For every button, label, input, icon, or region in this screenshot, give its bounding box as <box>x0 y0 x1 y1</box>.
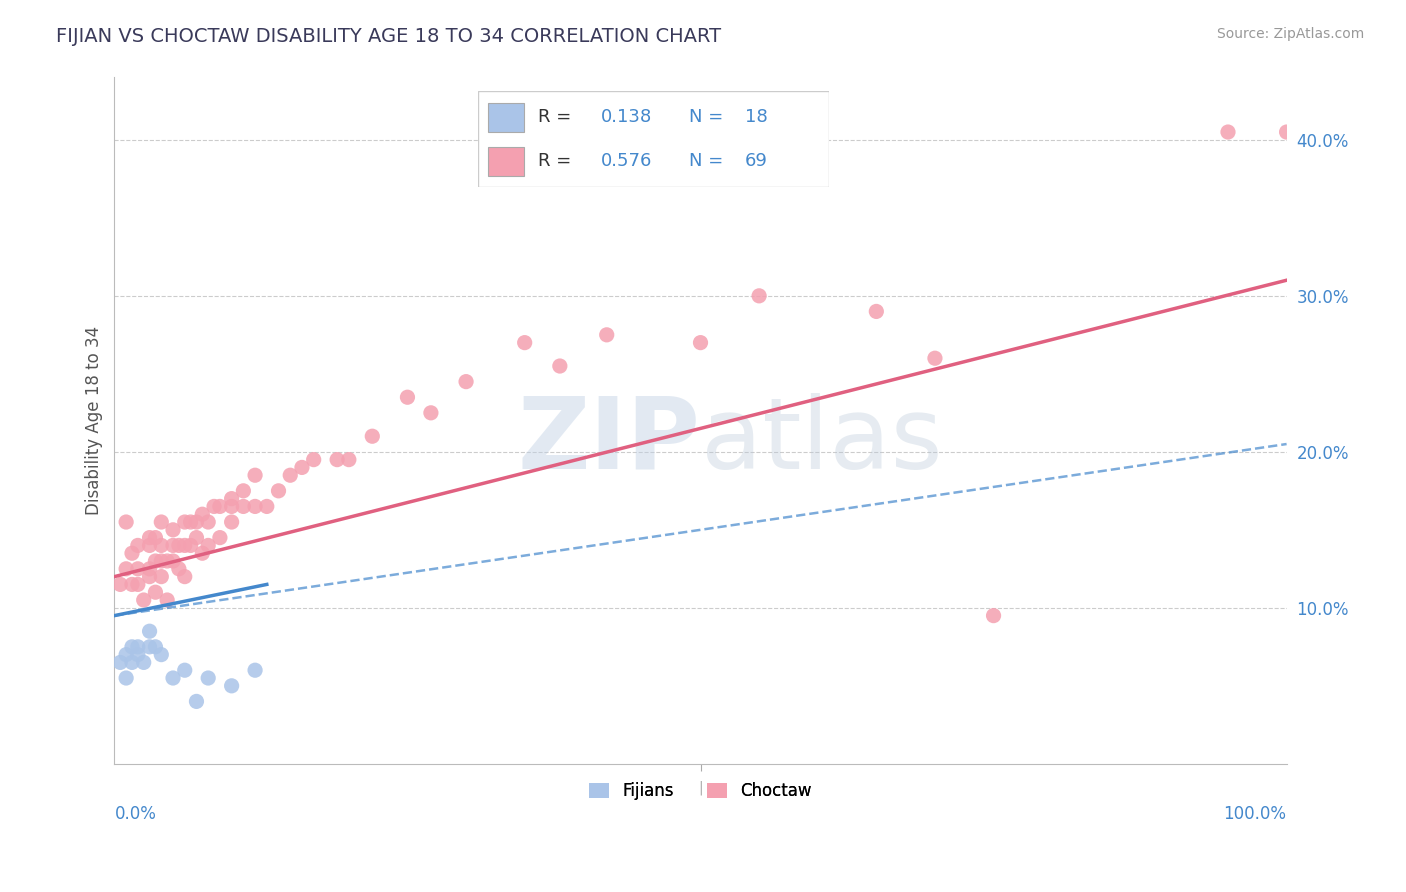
Point <box>208 531 231 545</box>
Point <box>689 335 711 350</box>
Point <box>110 656 132 670</box>
Point <box>110 577 132 591</box>
Point <box>221 679 243 693</box>
Point <box>396 390 419 404</box>
Point <box>127 577 149 591</box>
Point <box>173 663 195 677</box>
Text: Source: ZipAtlas.com: Source: ZipAtlas.com <box>1216 27 1364 41</box>
Point <box>167 538 190 552</box>
Point <box>145 531 167 545</box>
Point <box>162 538 184 552</box>
Point <box>180 515 202 529</box>
Text: 0.0%: 0.0% <box>114 805 156 823</box>
Point <box>1275 125 1298 139</box>
Point <box>173 538 195 552</box>
Point <box>191 546 214 560</box>
Point <box>150 648 173 662</box>
Point <box>121 640 143 654</box>
Point <box>115 648 138 662</box>
Y-axis label: Disability Age 18 to 34: Disability Age 18 to 34 <box>86 326 103 516</box>
Point <box>197 671 219 685</box>
Point <box>291 460 314 475</box>
Point <box>186 531 208 545</box>
Text: 100.0%: 100.0% <box>1223 805 1286 823</box>
Legend: Fijians, Choctaw: Fijians, Choctaw <box>582 776 818 807</box>
Point <box>173 569 195 583</box>
Point <box>326 452 349 467</box>
Point <box>221 515 243 529</box>
Point <box>361 429 384 443</box>
Point <box>156 554 179 568</box>
Point <box>138 624 160 639</box>
Point <box>267 483 290 498</box>
Point <box>156 593 179 607</box>
Point <box>145 585 167 599</box>
Point <box>132 656 155 670</box>
Point <box>132 593 155 607</box>
Point <box>167 562 190 576</box>
Point <box>138 538 160 552</box>
Point <box>145 640 167 654</box>
Point <box>127 640 149 654</box>
Point <box>197 538 219 552</box>
Point <box>162 671 184 685</box>
Point <box>1216 125 1239 139</box>
Point <box>115 515 138 529</box>
Text: ZIP: ZIP <box>517 392 700 490</box>
Point <box>150 538 173 552</box>
Point <box>138 569 160 583</box>
Point <box>748 289 770 303</box>
Point <box>548 359 571 373</box>
Point <box>202 500 225 514</box>
Point <box>127 538 149 552</box>
Text: |: | <box>699 780 703 795</box>
Point <box>197 515 219 529</box>
Text: atlas: atlas <box>700 392 942 490</box>
Point <box>180 538 202 552</box>
Point <box>865 304 887 318</box>
Point <box>150 569 173 583</box>
Point <box>191 507 214 521</box>
Point <box>513 335 536 350</box>
Point <box>162 523 184 537</box>
Point <box>983 608 1005 623</box>
Point <box>127 562 149 576</box>
Point <box>278 468 301 483</box>
Point <box>150 515 173 529</box>
Point <box>186 694 208 708</box>
Point <box>232 500 254 514</box>
Point <box>150 554 173 568</box>
Point <box>186 515 208 529</box>
Point <box>138 562 160 576</box>
Point <box>121 656 143 670</box>
Point <box>232 483 254 498</box>
Point <box>173 515 195 529</box>
Point <box>127 648 149 662</box>
Point <box>121 546 143 560</box>
Point <box>138 531 160 545</box>
Point <box>221 500 243 514</box>
Point <box>243 663 266 677</box>
Point <box>302 452 325 467</box>
Point <box>419 406 441 420</box>
Point <box>256 500 278 514</box>
Point <box>145 554 167 568</box>
Point <box>924 351 946 366</box>
Point <box>596 327 619 342</box>
Text: FIJIAN VS CHOCTAW DISABILITY AGE 18 TO 34 CORRELATION CHART: FIJIAN VS CHOCTAW DISABILITY AGE 18 TO 3… <box>56 27 721 45</box>
Point <box>208 500 231 514</box>
Point <box>138 640 160 654</box>
Point <box>454 375 477 389</box>
Point <box>243 500 266 514</box>
Point <box>337 452 360 467</box>
Point <box>121 577 143 591</box>
Point <box>221 491 243 506</box>
Point <box>115 671 138 685</box>
Point <box>243 468 266 483</box>
Point <box>115 562 138 576</box>
Point <box>162 554 184 568</box>
